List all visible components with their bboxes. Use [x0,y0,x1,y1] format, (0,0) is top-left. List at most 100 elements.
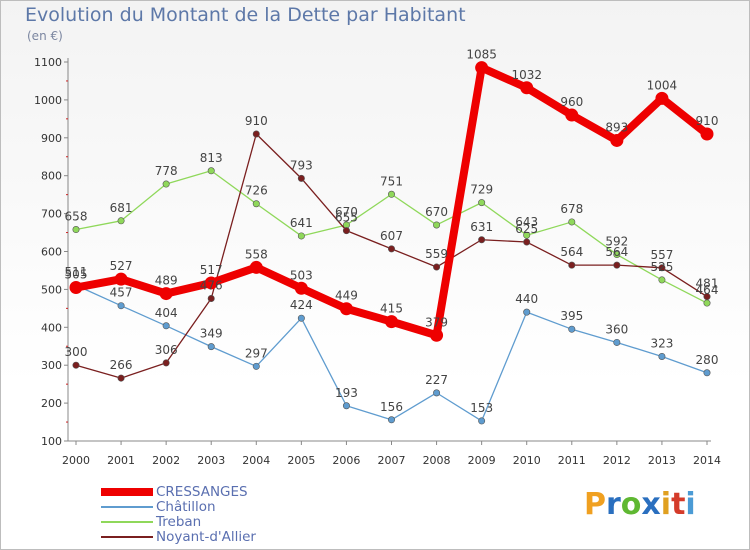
data-label: 726 [245,184,268,198]
data-point [159,287,173,301]
data-label: 778 [155,164,178,178]
data-label: 517 [200,263,223,277]
data-label: 481 [696,277,719,291]
data-label: 625 [515,222,538,236]
data-label: 266 [110,358,133,372]
data-label: 910 [696,114,719,128]
data-label: 395 [560,309,583,323]
y-tick-label: 700 [41,208,62,221]
data-label: 751 [380,174,403,188]
y-tick-label: 500 [41,283,62,296]
y-tick-label: 1000 [34,94,62,107]
data-label: 893 [605,120,628,134]
data-label: 503 [290,268,313,282]
data-point [117,302,125,310]
data-point [430,328,444,342]
data-label: 681 [110,201,133,215]
data-point [520,81,534,95]
data-point [658,352,666,360]
data-label: 525 [650,260,673,274]
data-point [568,325,576,333]
data-label: 558 [245,247,268,261]
data-label: 564 [605,245,628,259]
data-label: 415 [380,302,403,316]
data-point [204,276,218,290]
data-point [252,130,260,138]
data-label: 505 [65,268,88,282]
data-label: 557 [650,248,673,262]
data-point [387,416,395,424]
x-tick-label: 2014 [693,454,721,467]
y-tick-label: 400 [41,321,62,334]
data-point [565,108,579,122]
x-tick-label: 2008 [423,454,451,467]
data-label: 655 [335,211,358,225]
data-point [478,199,486,207]
x-tick-label: 2010 [513,454,541,467]
data-point [475,61,489,75]
logo-letter: i [685,487,696,522]
data-label: 670 [425,205,448,219]
data-label: 527 [110,259,133,273]
data-label: 349 [200,327,223,341]
data-label: 464 [696,283,719,297]
data-label: 559 [425,247,448,261]
data-point [294,281,308,295]
data-label: 670 [335,205,358,219]
data-label: 476 [200,278,223,292]
data-point [207,167,215,175]
x-tick-label: 2009 [468,454,496,467]
data-point [523,231,531,239]
data-point [433,389,441,397]
legend-label: Treban [156,514,202,530]
data-label: 489 [155,274,178,288]
data-label: 641 [290,216,313,230]
data-label: 643 [515,215,538,229]
data-label: 153 [470,401,493,415]
data-point [387,190,395,198]
data-label: 379 [425,315,448,329]
data-point [568,218,576,226]
data-point [72,361,80,369]
data-label: 404 [155,306,178,320]
x-tick-label: 2012 [603,454,631,467]
data-label: 1032 [511,68,542,82]
data-point [523,238,531,246]
data-point [610,133,624,147]
y-tick-label: 1100 [34,56,62,69]
data-label: 729 [470,183,493,197]
legend-swatch [101,488,153,496]
x-tick-label: 2011 [558,454,586,467]
x-tick-label: 2006 [332,454,360,467]
data-label: 960 [560,95,583,109]
data-point [339,302,353,316]
data-label: 300 [65,345,88,359]
legend-label: CRESSANGES [156,484,248,500]
data-label: 631 [470,220,493,234]
data-point [297,314,305,322]
logo-letter: P [584,487,606,522]
legend-swatch [101,506,153,508]
data-point [162,359,170,367]
data-point [613,261,621,269]
data-point [700,127,714,141]
logo-letter: i [660,487,672,522]
data-point [433,263,441,271]
logo-letter: x [641,487,661,522]
data-point [568,261,576,269]
data-label: 457 [110,286,133,300]
data-label: 1085 [466,48,497,62]
data-point [613,338,621,346]
data-point [252,200,260,208]
data-label: 306 [155,343,178,357]
data-label: 360 [605,322,628,336]
data-point [162,180,170,188]
legend-swatch [101,536,153,538]
data-point [117,374,125,382]
data-point [297,232,305,240]
data-label: 592 [605,235,628,249]
y-tick-label: 600 [41,246,62,259]
data-point [69,281,83,295]
chart-title: Evolution du Montant de la Dette par Hab… [25,4,466,26]
